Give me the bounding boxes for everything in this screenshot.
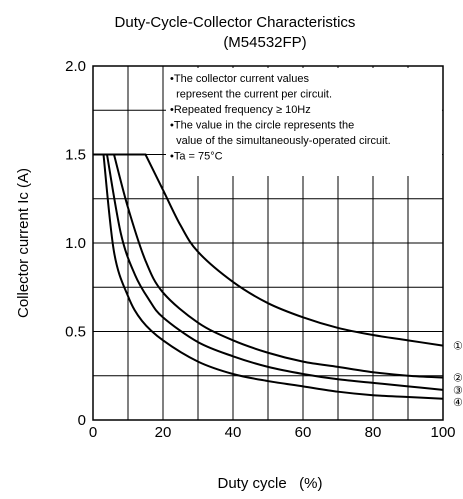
annotation-line: •The collector current values — [170, 73, 309, 85]
chart-subtitle: (M54532FP) — [223, 34, 306, 51]
y-tick-label: 0 — [78, 412, 86, 429]
series-line — [93, 153, 444, 391]
chart-title: Duty-Cycle-Collector Characteristics — [115, 14, 356, 31]
y-tick-label: 1.0 — [65, 235, 86, 252]
series-circle-label: ① — [453, 341, 463, 353]
annotations: •The collector current values represent … — [170, 73, 391, 163]
series-circle-labels: ① ②③④ — [453, 341, 463, 409]
annotation-line: represent the current per circuit. — [170, 89, 332, 101]
series-circle-label: ④ — [453, 397, 463, 409]
annotation-line: value of the simultaneously-operated cir… — [170, 135, 391, 147]
x-tick-label: 20 — [155, 424, 172, 441]
annotation-box — [166, 68, 442, 176]
x-axis-label: Duty cycle (%) — [217, 475, 322, 492]
annotation-line: •Ta = 75°C — [170, 151, 223, 163]
series — [93, 153, 444, 400]
annotation-line: •Repeated frequency ≥ 10Hz — [170, 104, 311, 116]
y-tick-label: 1.5 — [65, 147, 86, 164]
x-tick-label: 60 — [295, 424, 312, 441]
series-line — [93, 153, 444, 400]
x-tick-label: 0 — [89, 424, 97, 441]
x-tick-label: 80 — [365, 424, 382, 441]
plot-frame — [92, 65, 444, 421]
x-tick-labels: 0 20 40 60 80 100 — [89, 424, 456, 441]
series-line — [93, 153, 444, 379]
y-tick-label: 2.0 — [65, 58, 86, 75]
y-tick-labels: 0 0.5 1.0 1.5 2.0 — [65, 58, 86, 429]
series-line — [93, 153, 444, 347]
x-tick-label: 40 — [225, 424, 242, 441]
series-circle-label: ② — [453, 373, 463, 385]
annotation-line: •The value in the circle represents the — [170, 120, 354, 132]
y-axis-label: Collector current Ic (A) — [15, 168, 32, 318]
x-tick-label: 100 — [430, 424, 455, 441]
series-circle-label: ③ — [453, 385, 463, 397]
y-tick-label: 0.5 — [65, 324, 86, 341]
